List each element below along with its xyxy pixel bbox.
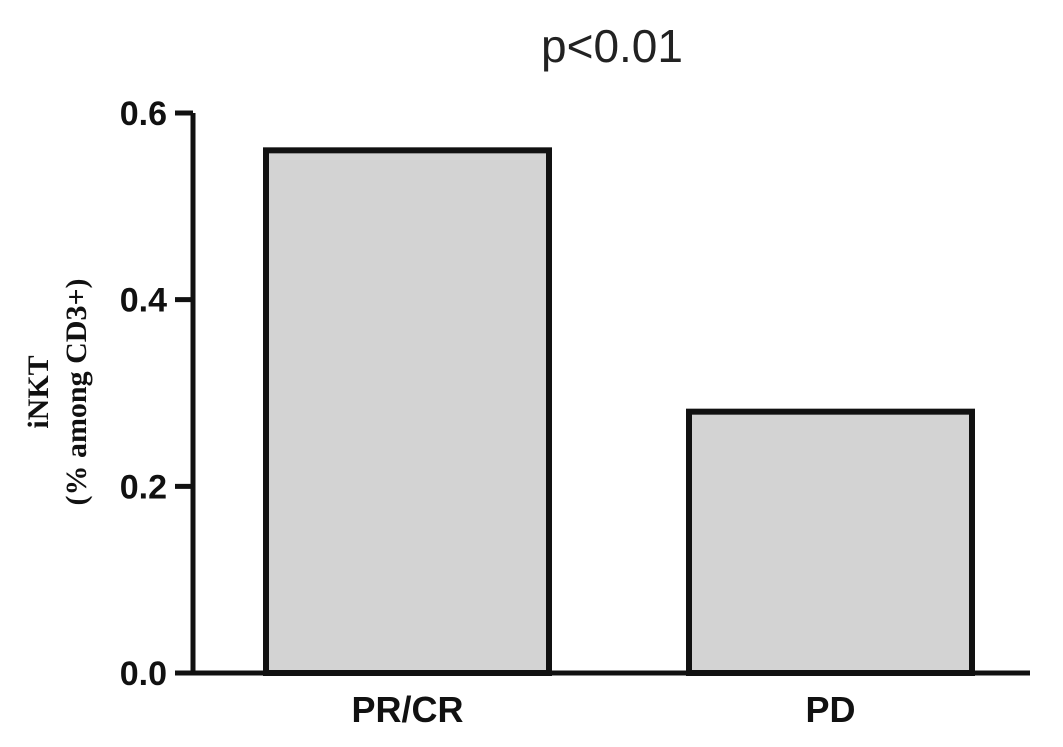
y-axis-label: iNKT (% among CD3+) — [22, 278, 93, 505]
bar — [263, 147, 552, 677]
y-tick-label: 0.6 — [120, 95, 167, 133]
bar — [686, 408, 975, 676]
chart-title: p<0.01 — [541, 20, 683, 72]
y-axis-label-line2: (% among CD3+) — [60, 278, 93, 505]
y-tick-label: 0.4 — [120, 282, 167, 320]
x-tick-label: PD — [805, 689, 855, 730]
y-tick-label: 0.0 — [120, 655, 167, 693]
x-tick-label: PR/CR — [351, 689, 463, 730]
plot-area: 0.0 0.2 0.4 0.6 PR/CR PD — [120, 95, 975, 730]
y-axis-label-line1: iNKT — [22, 355, 55, 428]
y-tick-label: 0.2 — [120, 468, 167, 506]
